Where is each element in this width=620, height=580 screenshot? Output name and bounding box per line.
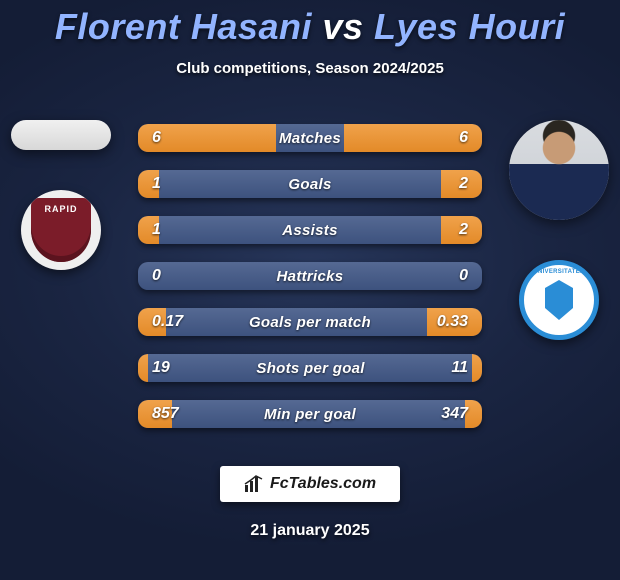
subtitle: Club competitions, Season 2024/2025 xyxy=(0,60,620,77)
left-side-column xyxy=(6,120,116,270)
stat-label: Hattricks xyxy=(277,268,344,285)
player2-club-badge xyxy=(519,260,599,340)
stat-value-right: 0 xyxy=(459,267,468,285)
stat-label: Goals xyxy=(288,176,331,193)
stat-value-right: 11 xyxy=(451,359,468,377)
player2-avatar xyxy=(509,120,609,220)
stat-row: 1 Assists 2 xyxy=(138,216,482,244)
stat-label: Shots per goal xyxy=(256,360,364,377)
content-root: Florent Hasani vs Lyes Houri Club compet… xyxy=(0,0,620,580)
stat-row: 19 Shots per goal 11 xyxy=(138,354,482,382)
player1-avatar xyxy=(11,120,111,150)
stat-value-left: 1 xyxy=(152,221,161,239)
stat-value-left: 6 xyxy=(152,129,161,147)
player1-club-badge xyxy=(21,190,101,270)
title-vs: vs xyxy=(322,6,363,47)
stat-value-right: 6 xyxy=(459,129,468,147)
stat-value-right: 0.33 xyxy=(437,313,468,331)
stat-value-left: 0.17 xyxy=(152,313,183,331)
footer-date: 21 january 2025 xyxy=(0,522,620,540)
stat-value-left: 19 xyxy=(152,359,170,377)
brand-label: FcTables.com xyxy=(270,475,376,493)
stat-fill-right xyxy=(472,354,482,382)
stat-label: Assists xyxy=(282,222,337,239)
stat-row: 6 Matches 6 xyxy=(138,124,482,152)
title-player2: Lyes Houri xyxy=(374,6,565,47)
stat-label: Matches xyxy=(279,130,341,147)
stat-fill-left xyxy=(138,354,148,382)
stats-container: 6 Matches 6 1 Goals 2 1 Assists 2 0 Hatt… xyxy=(138,124,482,428)
stat-row: 0 Hattricks 0 xyxy=(138,262,482,290)
stat-row: 1 Goals 2 xyxy=(138,170,482,198)
stat-row: 0.17 Goals per match 0.33 xyxy=(138,308,482,336)
title-player1: Florent Hasani xyxy=(55,6,312,47)
stat-value-right: 2 xyxy=(459,175,468,193)
chart-icon xyxy=(244,475,264,493)
stat-value-right: 2 xyxy=(459,221,468,239)
stat-label: Min per goal xyxy=(264,406,356,423)
stat-label: Goals per match xyxy=(249,314,371,331)
brand-logo[interactable]: FcTables.com xyxy=(220,466,400,502)
stat-value-left: 0 xyxy=(152,267,161,285)
stat-value-right: 347 xyxy=(441,405,468,423)
right-side-column xyxy=(504,120,614,340)
stat-value-left: 857 xyxy=(152,405,179,423)
stat-row: 857 Min per goal 347 xyxy=(138,400,482,428)
stat-value-left: 1 xyxy=(152,175,161,193)
page-title: Florent Hasani vs Lyes Houri xyxy=(0,0,620,48)
